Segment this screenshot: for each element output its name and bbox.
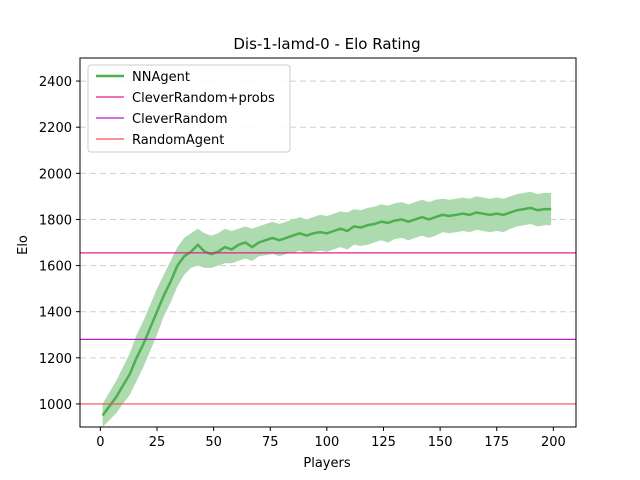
y-tick-label: 2200 xyxy=(39,121,72,136)
x-tick-label: 0 xyxy=(96,435,104,450)
y-tick-label: 1800 xyxy=(39,213,72,228)
y-tick-label: 2400 xyxy=(39,75,72,90)
legend: NNAgent CleverRandom+probs CleverRandom Ran… xyxy=(87,64,291,153)
x-tick-label: 150 xyxy=(428,435,453,450)
nnagent-series-line xyxy=(101,206,552,417)
x-tick-label: 50 xyxy=(205,435,222,450)
y-tick-label: 1000 xyxy=(39,398,72,413)
x-tick-label: 25 xyxy=(149,435,166,450)
nnagent-confidence-band xyxy=(102,191,552,427)
band-layer xyxy=(102,191,552,427)
legend-box xyxy=(87,64,291,153)
y-tick-label: 1200 xyxy=(39,352,72,367)
plot-frame xyxy=(79,57,577,428)
x-tick-label: 175 xyxy=(484,435,509,450)
line-layer xyxy=(80,206,576,417)
legend-entry-label: RandomAgent xyxy=(132,133,224,148)
y-tick-label: 2000 xyxy=(39,167,72,182)
x-axis-label: Players xyxy=(303,456,350,471)
x-tick-label: 200 xyxy=(541,435,566,450)
x-tick-label: 125 xyxy=(371,435,396,450)
legend-entry-label: NNAgent xyxy=(132,70,190,85)
legend-entry-label: CleverRandom xyxy=(132,112,228,127)
chart-title: Dis-1-lamd-0 - Elo Rating xyxy=(233,35,420,53)
y-tick-label: 1400 xyxy=(39,306,72,321)
x-tick-label: 75 xyxy=(262,435,279,450)
legend-entry-label: CleverRandom+probs xyxy=(132,91,275,106)
y-tick-label: 1600 xyxy=(39,260,72,275)
axes-layer xyxy=(79,57,577,428)
x-tick-label: 100 xyxy=(314,435,339,450)
tick-layer: 0 25 50 75 100 125 150 175 200 1000 1200 1400 1600 18… xyxy=(39,75,566,450)
y-axis-label: Elo xyxy=(16,235,31,255)
